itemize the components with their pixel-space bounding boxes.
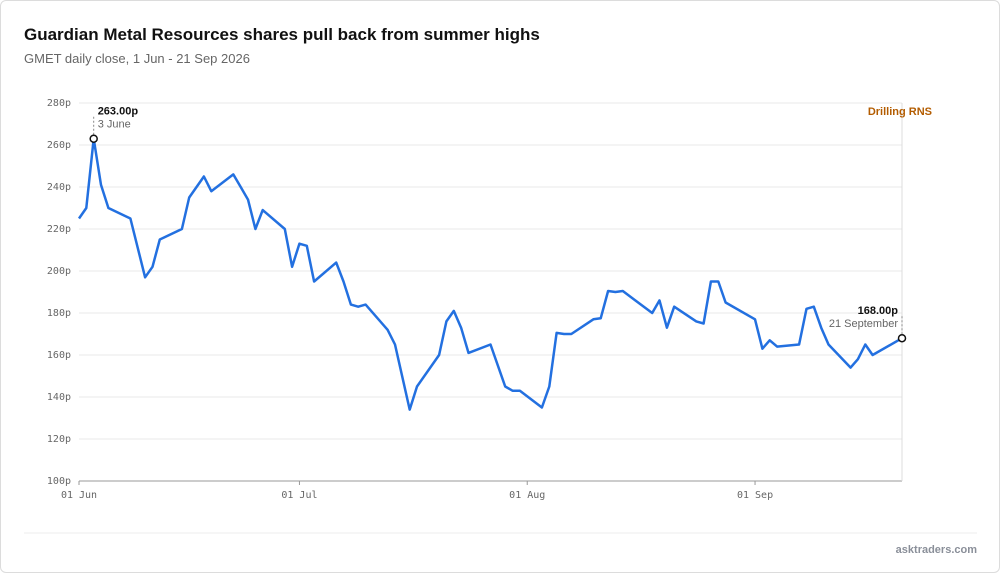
- annotation-date: 21 September: [829, 318, 898, 330]
- annotation-marker: [897, 333, 907, 343]
- series-line: [77, 137, 903, 411]
- event-label: Drilling RNS: [868, 106, 932, 118]
- y-tick-label: 280p: [47, 98, 71, 109]
- chart-title: Guardian Metal Resources shares pull bac…: [24, 25, 540, 44]
- y-tick-label: 200p: [47, 266, 71, 277]
- y-tick-label: 140p: [47, 392, 71, 403]
- y-tick-label: 160p: [47, 350, 71, 361]
- y-tick-label: 120p: [47, 434, 71, 445]
- chart-subtitle: GMET daily close, 1 Jun - 21 Sep 2026: [24, 51, 250, 66]
- y-tick-label: 240p: [47, 182, 71, 193]
- annotation-value: 168.00p: [858, 305, 899, 317]
- x-tick-label: 01 Aug: [509, 490, 545, 501]
- source: asktraders.com: [896, 544, 978, 556]
- y-tick-label: 260p: [47, 140, 71, 151]
- x-tick-label: 01 Jun: [61, 490, 97, 501]
- x-tick-label: 01 Jul: [281, 490, 317, 501]
- y-tick-label: 180p: [47, 308, 71, 319]
- x-tick-label: 01 Sep: [737, 490, 773, 501]
- annotation-value: 263.00p: [98, 106, 139, 118]
- annotation-marker: [89, 134, 98, 143]
- annotation-date: 3 June: [98, 119, 131, 131]
- y-tick-label: 100p: [47, 476, 71, 487]
- y-tick-label: 220p: [47, 224, 71, 235]
